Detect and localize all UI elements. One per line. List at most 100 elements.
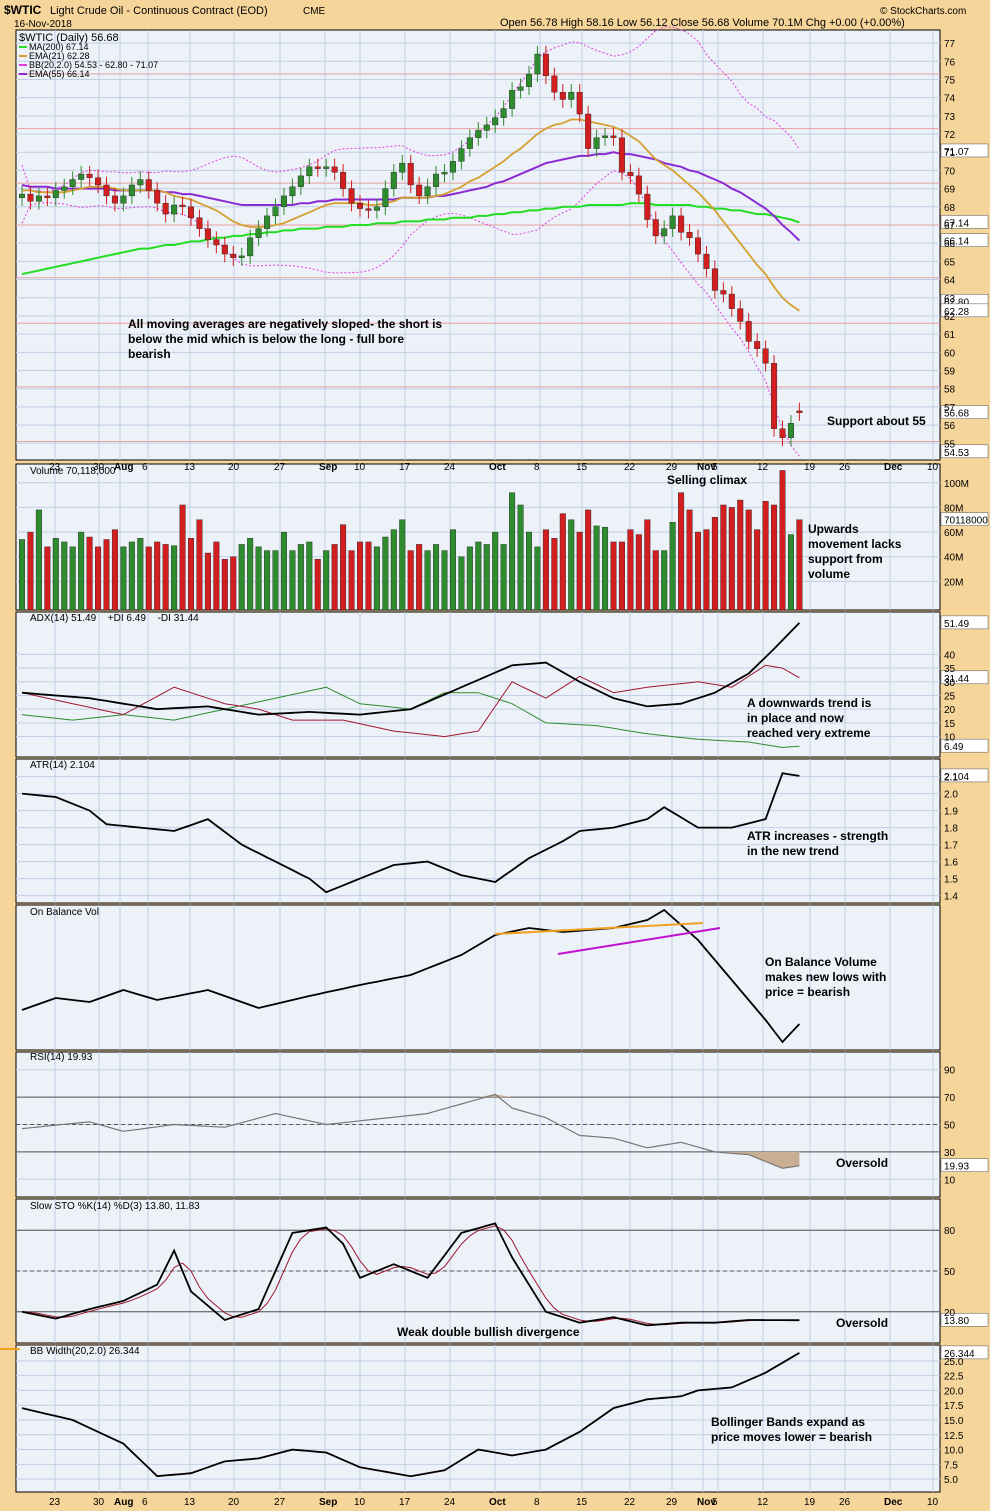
panel-bb — [15, 1344, 941, 1493]
chart-name: Light Crude Oil - Continuous Contract (E… — [50, 5, 268, 17]
y-tick-label: 73 — [944, 112, 956, 123]
selling-climax-label: Selling climax — [667, 473, 747, 487]
volume-bar — [44, 546, 51, 611]
volume-legend: Volume 70,118,000 — [30, 466, 116, 477]
adx-last-label: 51.49 — [944, 619, 969, 630]
candle-body — [754, 341, 761, 349]
price-annotation: below the mid which is below the long - … — [128, 332, 404, 346]
obv-trendline-orange — [494, 922, 704, 935]
rsi-line — [21, 1093, 800, 1169]
y-tick-label: 69 — [944, 185, 956, 196]
y-tick-label: 80 — [944, 1226, 956, 1237]
volume-bar — [593, 525, 600, 611]
panel-price — [15, 29, 941, 461]
atr-annotation: ATR increases - strength — [747, 829, 888, 843]
volume-bar — [95, 546, 102, 611]
y-tick-label: 70 — [944, 1093, 956, 1104]
volume-bar — [255, 546, 262, 611]
atr-annotation: in the new trend — [747, 844, 839, 858]
y-tick-label: 74 — [944, 94, 956, 105]
volume-bar — [331, 544, 338, 611]
y-tick-label: 22.5 — [944, 1372, 964, 1383]
volume-bar — [652, 550, 659, 611]
candle-body — [686, 232, 693, 238]
candle-body — [86, 173, 93, 178]
candle-body — [796, 410, 803, 413]
ma200-line — [21, 202, 800, 276]
last-value-box — [940, 215, 989, 229]
x-tick-label: Oct — [489, 462, 506, 473]
volume-bar — [492, 531, 499, 611]
x-tick-label: 30 — [93, 462, 105, 473]
price-last-label: 62.80 — [944, 297, 969, 308]
volume-bar — [323, 550, 330, 611]
x-tick-label: Oct — [489, 1497, 506, 1508]
y-tick-label: 1.5 — [944, 875, 958, 886]
x-tick-label: Sep — [319, 462, 337, 473]
adx-annotation: A downwards trend is — [747, 696, 872, 710]
x-tick-label: 17 — [399, 1497, 411, 1508]
volume-bar — [509, 492, 516, 611]
y-tick-label: 15.0 — [944, 1416, 964, 1427]
candle-body — [27, 193, 34, 202]
candle-body — [120, 195, 127, 204]
obv-legend: On Balance Vol — [30, 907, 99, 918]
x-tick-label: 23 — [49, 462, 61, 473]
volume-bar — [796, 519, 803, 611]
x-tick-label: 20 — [228, 1497, 240, 1508]
x-tick-label: 27 — [274, 1497, 286, 1508]
x-tick-label: Aug — [114, 462, 133, 473]
candle-body — [652, 219, 659, 237]
volume-bar — [618, 541, 625, 611]
last-value-box — [940, 1312, 989, 1327]
candle-body — [762, 348, 769, 364]
volume-bar — [433, 544, 440, 611]
y-tick-label: 20.0 — [944, 1386, 964, 1397]
x-tick-label: 20 — [228, 462, 240, 473]
candle-body — [280, 195, 287, 208]
candle-body — [145, 179, 152, 191]
volume-bar — [103, 539, 110, 611]
candle-body — [382, 188, 389, 208]
rsi-oversold-label: Oversold — [836, 1156, 888, 1170]
y-tick-label: 67 — [944, 221, 956, 232]
x-tick-label: 15 — [576, 1497, 588, 1508]
x-tick-label: 22 — [624, 1497, 636, 1508]
price-last-label: 67.14 — [944, 218, 969, 229]
candle-body — [171, 204, 178, 215]
y-tick-label: 7.5 — [944, 1460, 958, 1471]
volume-bar — [449, 529, 456, 611]
adx-legend-item: ADX(14) 51.49 — [30, 613, 97, 624]
volume-bar — [27, 531, 34, 611]
volume-bar — [154, 541, 161, 611]
volume-bar — [120, 546, 127, 611]
candle-body — [568, 92, 575, 100]
y-tick-label: 20M — [944, 577, 963, 588]
volume-last-label: 70118000 — [944, 516, 988, 527]
x-tick-label: 29 — [666, 462, 678, 473]
y-tick-label: 80M — [944, 503, 963, 514]
chart-exchange: CME — [303, 6, 326, 17]
y-tick-label: 68 — [944, 203, 956, 214]
obv-annotation: price = bearish — [765, 985, 850, 999]
candle-body — [179, 204, 186, 208]
x-tick-label: 26 — [839, 462, 851, 473]
candle-body — [635, 175, 642, 195]
volume-bar — [416, 544, 423, 611]
x-tick-label: 12 — [757, 462, 769, 473]
volume-bar — [382, 536, 389, 611]
candle-body — [213, 239, 220, 246]
last-value-box — [940, 233, 989, 247]
candle-body — [357, 202, 364, 209]
chart-symbol: $WTIC — [4, 3, 42, 17]
minus-di-line — [21, 664, 800, 738]
y-tick-label: 71 — [944, 148, 956, 159]
x-tick-label: 26 — [839, 1497, 851, 1508]
volume-bar — [720, 504, 727, 611]
x-tick-label: 12 — [757, 1497, 769, 1508]
y-tick-label: 60 — [944, 348, 956, 359]
candle-body — [154, 190, 161, 204]
rsi-legend: RSI(14) 19.93 — [30, 1052, 93, 1063]
obv-line — [21, 908, 801, 1044]
